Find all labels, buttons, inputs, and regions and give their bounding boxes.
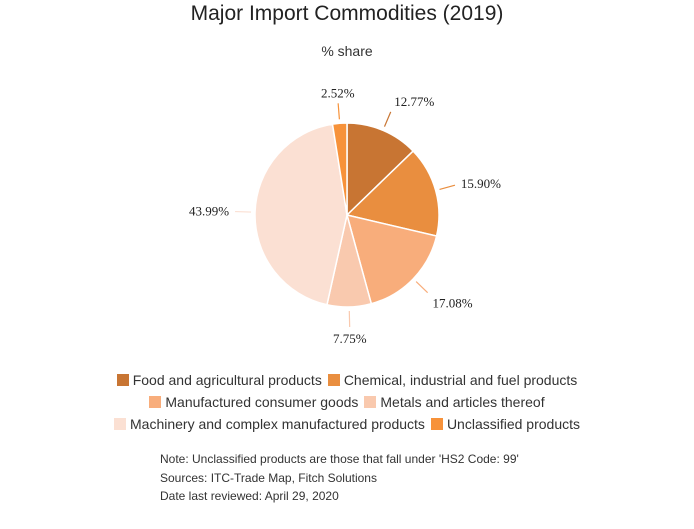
data-label-unclassified: 2.52% [321,85,355,100]
pie-chart: 12.77% 15.90% 17.08% 7.75% 43.99% 2.52% [189,85,501,346]
pie-slice-machinery[interactable] [254,123,348,306]
legend-swatch [364,396,377,408]
legend-swatch [149,396,162,408]
data-label-machinery: 43.99% [189,203,229,218]
legend-swatch [430,418,443,430]
legend-item-food[interactable]: Food and agricultural products [116,372,322,388]
leader-line-chemical [439,184,456,191]
note-text: Note: Unclassified products are those th… [160,452,519,466]
legend-label: Food and agricultural products [132,372,322,388]
sources-text: Sources: ITC-Trade Map, Fitch Solutions [160,470,377,485]
legend-row-2: Manufactured consumer goods Metals and a… [0,391,694,413]
legend-swatch [327,374,340,386]
legend-swatch [114,418,126,430]
legend-row-1: Food and agricultural products Chemical,… [0,369,694,391]
legend-item-consumer-goods[interactable]: Manufactured consumer goods [149,394,358,410]
legend-row-3: Machinery and complex manufactured produ… [0,413,694,435]
data-label-metals: 7.75% [333,331,367,346]
legend-item-unclassified[interactable]: Unclassified products [430,416,580,432]
legend-label: Unclassified products [446,416,580,432]
chart-notes: Note: Unclassified products are those th… [160,450,519,506]
legend-label: Machinery and complex manufactured produ… [130,416,425,432]
legend-item-metals[interactable]: Metals and articles thereof [364,394,545,410]
data-label-chemical: 15.90% [461,176,501,191]
leader-line-consumer-goods [415,281,429,294]
legend-label: Metals and articles thereof [380,394,545,410]
legend-item-chemical[interactable]: Chemical, industrial and fuel products [327,372,578,388]
chart-subtitle: % share [321,43,373,59]
leader-line-unclassified [337,103,341,120]
legend-label: Manufactured consumer goods [165,394,359,410]
data-label-consumer-goods: 17.08% [433,295,473,310]
pie-slice-food[interactable] [346,122,415,217]
chart-title: Major Import Commodities (2019) [190,2,504,25]
pie-slice-unclassified[interactable] [331,122,348,216]
legend: Food and agricultural products Chemical,… [0,369,694,435]
data-label-food: 12.77% [394,94,434,109]
pie-slice-consumer-goods[interactable] [345,213,438,305]
legend-swatch [116,374,129,386]
date-reviewed-text: Date last reviewed: April 29, 2020 [160,489,339,503]
pie-slice-chemical[interactable] [345,149,440,237]
legend-label: Chemical, industrial and fuel products [343,372,578,388]
leader-line-food [383,111,392,127]
legend-item-machinery[interactable]: Machinery and complex manufactured produ… [114,416,425,432]
